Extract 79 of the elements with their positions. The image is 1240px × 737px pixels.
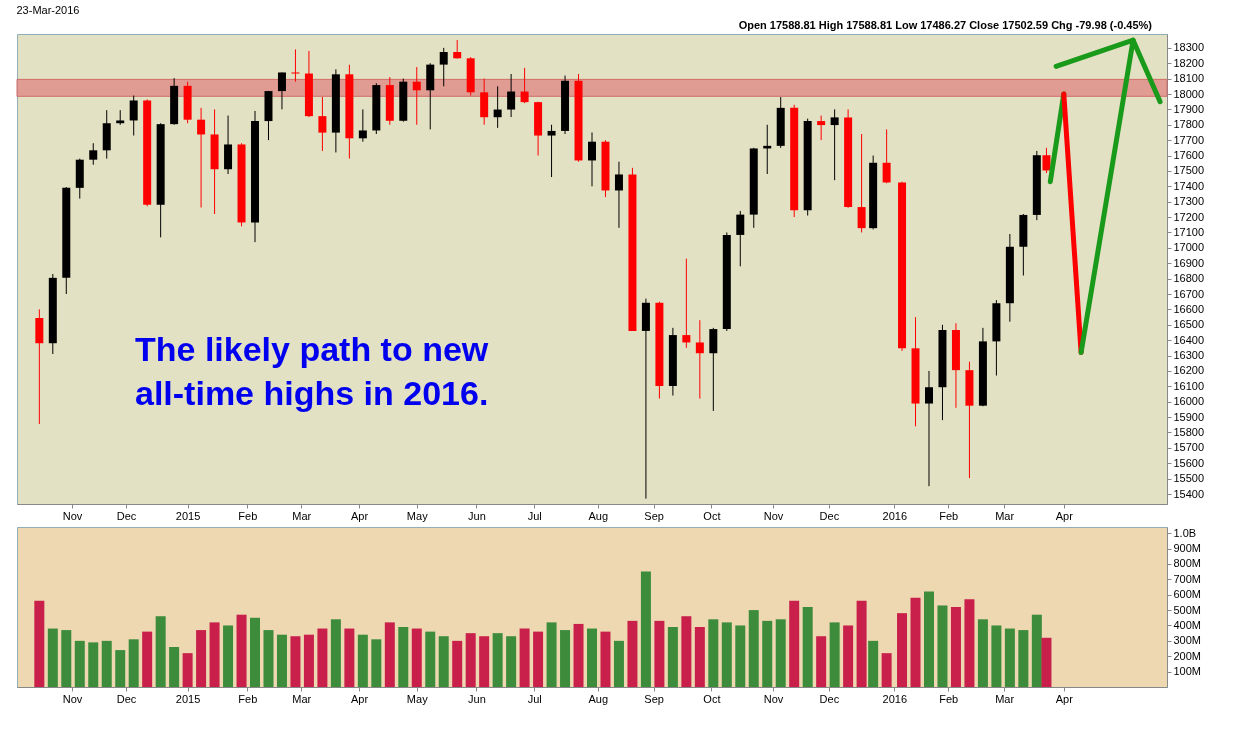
y-tick-label: 17300	[1173, 195, 1205, 208]
y-tick-label: 17600	[1173, 149, 1205, 162]
x-tick-label: Nov	[763, 692, 784, 705]
y-tick-label: 700M	[1173, 572, 1202, 585]
x-tick-label: Jun	[468, 509, 486, 522]
x-tick-label: May	[406, 692, 429, 705]
x-tick-label: Apr	[1055, 509, 1074, 522]
x-tick-label: Dec	[116, 692, 137, 705]
x-tick-label: Mar	[292, 692, 312, 705]
y-tick-label: 15400	[1173, 487, 1205, 500]
y-tick-label: 16800	[1173, 272, 1205, 285]
x-tick-label: Nov	[62, 509, 83, 522]
x-tick-label: Jul	[527, 509, 542, 522]
x-tick-label: Sep	[644, 692, 664, 705]
y-tick-label: 17800	[1173, 118, 1205, 131]
x-tick-label: Oct	[703, 692, 721, 705]
x-tick-label: Oct	[703, 509, 721, 522]
y-tick-label: 16100	[1173, 379, 1205, 392]
y-tick-label: 15800	[1173, 425, 1205, 438]
x-tick-label: 2015	[175, 509, 201, 522]
y-tick-label: 17700	[1173, 133, 1205, 146]
x-tick-label: Feb	[939, 509, 959, 522]
x-tick-label: Mar	[292, 509, 312, 522]
text: Open 17588.81 High 17588.81 Low 17486.27 Close 17502.59 Chg -79.98 (-0.45%)	[738, 19, 1153, 31]
x-tick-label: Aug	[588, 509, 609, 522]
x-tick-label: Apr	[350, 509, 369, 522]
x-tick-label: Aug	[588, 692, 609, 705]
x-tick-label: Sep	[644, 509, 664, 522]
y-tick-label: 16700	[1173, 287, 1205, 300]
x-tick-label: Jul	[527, 692, 542, 705]
x-tick-label: Mar	[995, 509, 1015, 522]
y-tick-label: 500M	[1173, 603, 1202, 616]
y-tick-label: 16900	[1173, 256, 1205, 269]
y-tick-label: 600M	[1173, 588, 1202, 601]
y-tick-label: 800M	[1173, 557, 1202, 570]
annotation: The likely path to new all-time highs in 2016.	[135, 330, 489, 412]
y-tick-label: 16200	[1173, 364, 1205, 377]
y-tick-label: 17100	[1173, 225, 1205, 238]
y-tick-label: 18300	[1173, 41, 1205, 54]
x-tick-label: Dec	[116, 509, 137, 522]
x-tick-label: Apr	[350, 692, 369, 705]
x-tick-label: 2016	[882, 692, 908, 705]
y-tick-label: 1.0B	[1173, 526, 1197, 539]
x-tick-label: Feb	[939, 692, 959, 705]
y-tick-label: 16000	[1173, 395, 1205, 408]
y-tick-label: 18200	[1173, 56, 1205, 69]
chart-title: 23-Mar-2016	[16, 4, 80, 16]
y-tick-label: 15600	[1173, 456, 1205, 469]
x-tick-label: Mar	[995, 692, 1015, 705]
y-tick-label: 17500	[1173, 164, 1205, 177]
y-tick-label: 100M	[1173, 665, 1202, 678]
y-tick-label: 400M	[1173, 618, 1202, 631]
x-tick-label: Dec	[819, 692, 840, 705]
x-tick-label: Dec	[819, 509, 840, 522]
y-tick-label: 17900	[1173, 102, 1205, 115]
x-tick-label: Feb	[238, 509, 258, 522]
y-tick-label: 16500	[1173, 318, 1205, 331]
y-tick-label: 17200	[1173, 210, 1205, 223]
x-tick-label: Jun	[468, 692, 486, 705]
y-tick-label: 300M	[1173, 634, 1202, 647]
y-tick-label: 15500	[1173, 472, 1205, 485]
y-tick-label: 15700	[1173, 441, 1205, 454]
y-tick-label: 900M	[1173, 542, 1202, 555]
x-tick-label: May	[406, 509, 429, 522]
y-tick-label: 16600	[1173, 302, 1205, 315]
y-tick-label: 16400	[1173, 333, 1205, 346]
x-tick-label: Feb	[238, 692, 258, 705]
x-tick-label: 2016	[882, 509, 908, 522]
y-tick-label: 17000	[1173, 241, 1205, 254]
y-tick-label: 16300	[1173, 349, 1205, 362]
y-tick-label: 18000	[1173, 87, 1205, 100]
y-tick-label: 15900	[1173, 410, 1205, 423]
x-tick-label: Apr	[1055, 692, 1074, 705]
x-tick-label: Nov	[763, 509, 784, 522]
y-tick-label: 200M	[1173, 649, 1202, 662]
x-tick-label: 2015	[175, 692, 201, 705]
y-tick-label: 17400	[1173, 179, 1205, 192]
x-tick-label: Nov	[62, 692, 83, 705]
y-tick-label: 18100	[1173, 72, 1205, 85]
